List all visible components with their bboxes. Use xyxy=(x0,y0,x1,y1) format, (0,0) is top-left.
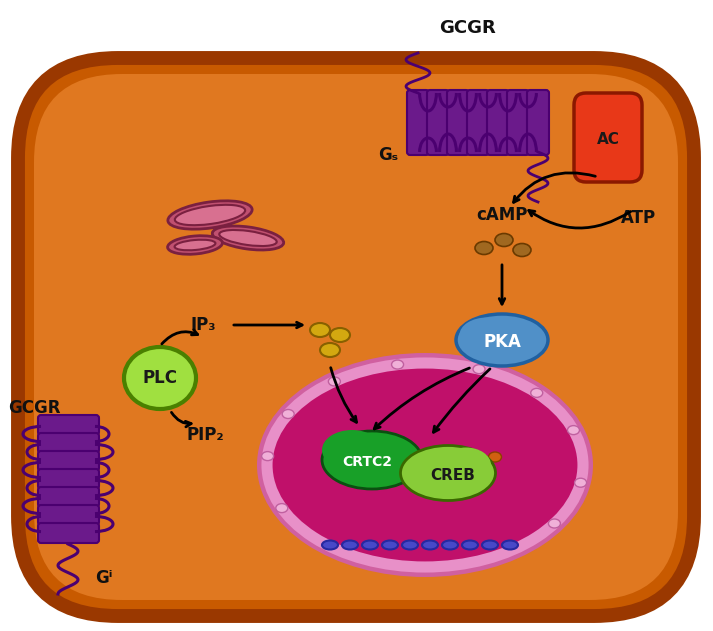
Ellipse shape xyxy=(473,475,486,485)
FancyBboxPatch shape xyxy=(467,90,489,155)
Ellipse shape xyxy=(342,541,358,550)
Ellipse shape xyxy=(456,314,548,366)
Ellipse shape xyxy=(175,240,215,251)
Text: AC: AC xyxy=(597,133,620,148)
FancyBboxPatch shape xyxy=(427,90,449,155)
Ellipse shape xyxy=(401,445,496,500)
Text: CREB: CREB xyxy=(431,468,476,483)
Text: Gₛ: Gₛ xyxy=(378,146,398,164)
Ellipse shape xyxy=(168,236,222,254)
Ellipse shape xyxy=(402,541,418,550)
FancyBboxPatch shape xyxy=(38,433,99,453)
Ellipse shape xyxy=(322,431,422,489)
Ellipse shape xyxy=(364,478,376,488)
Ellipse shape xyxy=(391,360,404,369)
Ellipse shape xyxy=(473,365,485,374)
Ellipse shape xyxy=(530,388,543,398)
FancyBboxPatch shape xyxy=(507,90,529,155)
Ellipse shape xyxy=(422,541,438,550)
Ellipse shape xyxy=(462,541,478,550)
Text: PIP₂: PIP₂ xyxy=(186,426,224,444)
FancyBboxPatch shape xyxy=(34,74,678,600)
Ellipse shape xyxy=(495,233,513,247)
Ellipse shape xyxy=(502,541,518,550)
Ellipse shape xyxy=(267,363,583,567)
Text: PLC: PLC xyxy=(143,369,178,387)
Text: GCGR: GCGR xyxy=(8,399,61,417)
FancyBboxPatch shape xyxy=(447,90,469,155)
Ellipse shape xyxy=(329,377,340,386)
Ellipse shape xyxy=(382,541,398,550)
Ellipse shape xyxy=(262,452,274,461)
FancyBboxPatch shape xyxy=(38,505,99,525)
Ellipse shape xyxy=(282,410,294,418)
FancyBboxPatch shape xyxy=(487,90,509,155)
Ellipse shape xyxy=(459,317,515,353)
Text: IP₃: IP₃ xyxy=(190,316,216,334)
Text: GCGR: GCGR xyxy=(440,19,496,37)
Ellipse shape xyxy=(548,519,560,528)
FancyBboxPatch shape xyxy=(38,487,99,507)
Ellipse shape xyxy=(482,541,498,550)
Ellipse shape xyxy=(124,347,196,409)
Ellipse shape xyxy=(168,201,252,229)
Ellipse shape xyxy=(310,323,330,337)
Ellipse shape xyxy=(362,541,378,550)
FancyBboxPatch shape xyxy=(18,58,694,616)
FancyBboxPatch shape xyxy=(38,469,99,489)
FancyBboxPatch shape xyxy=(527,90,549,155)
Text: Gⁱ: Gⁱ xyxy=(95,569,113,587)
FancyBboxPatch shape xyxy=(38,451,99,471)
FancyBboxPatch shape xyxy=(38,523,99,543)
Ellipse shape xyxy=(212,226,284,250)
Ellipse shape xyxy=(442,541,458,550)
Ellipse shape xyxy=(475,242,493,254)
FancyBboxPatch shape xyxy=(574,93,642,182)
Ellipse shape xyxy=(257,353,593,577)
Ellipse shape xyxy=(330,328,350,342)
Ellipse shape xyxy=(276,504,288,512)
Ellipse shape xyxy=(320,343,340,357)
Text: ATP: ATP xyxy=(620,209,655,227)
Text: PKA: PKA xyxy=(483,333,521,351)
Ellipse shape xyxy=(575,478,587,487)
Ellipse shape xyxy=(322,541,338,550)
Ellipse shape xyxy=(488,452,501,462)
Text: cAMP: cAMP xyxy=(476,206,528,224)
Ellipse shape xyxy=(220,230,277,246)
FancyBboxPatch shape xyxy=(407,90,429,155)
Ellipse shape xyxy=(441,447,491,483)
Ellipse shape xyxy=(175,205,245,225)
Ellipse shape xyxy=(322,430,382,470)
Ellipse shape xyxy=(568,426,580,435)
Text: CRTC2: CRTC2 xyxy=(342,455,392,469)
FancyBboxPatch shape xyxy=(38,415,99,435)
Ellipse shape xyxy=(513,244,531,256)
